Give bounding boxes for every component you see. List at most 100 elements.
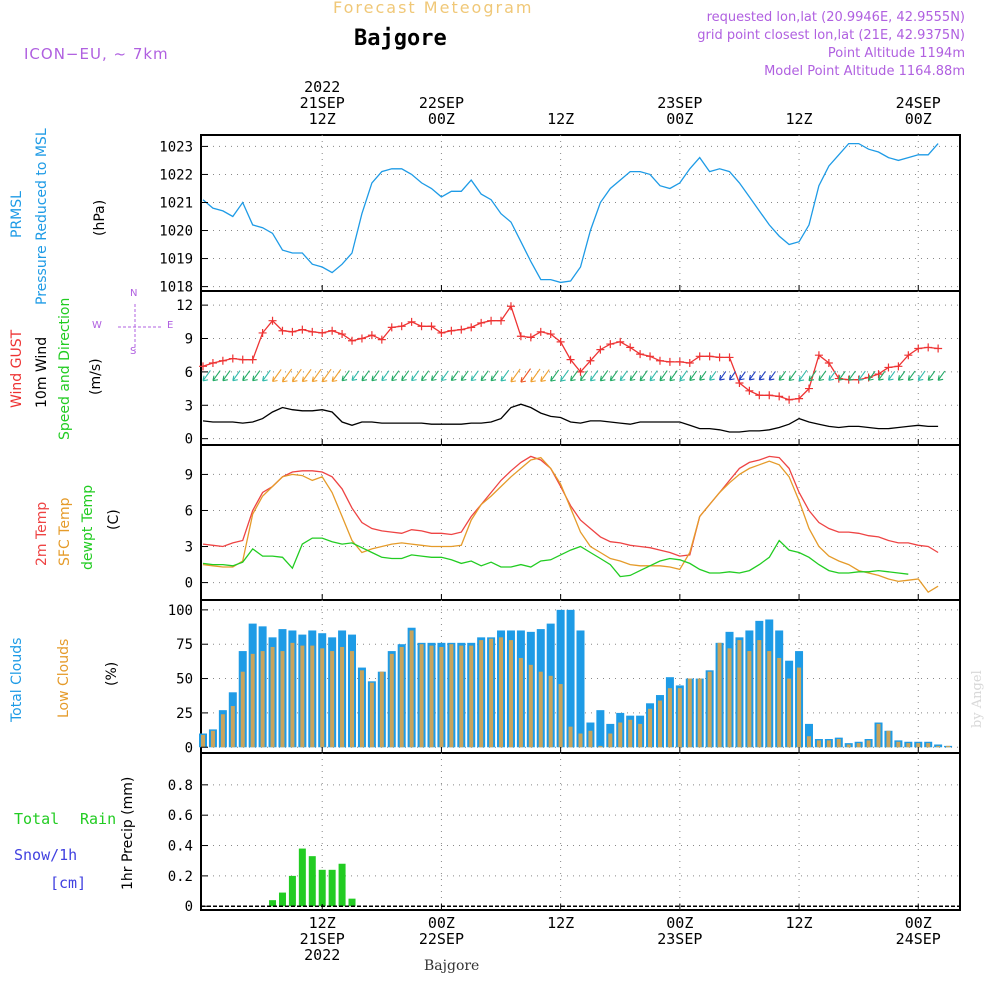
cloud-low-bar	[936, 745, 941, 748]
precip-rain-bar	[328, 869, 336, 907]
gust-point	[377, 335, 386, 344]
gust-point	[506, 302, 515, 311]
cloud-low-bar	[369, 682, 374, 748]
gust-point	[586, 356, 595, 365]
precip-label-total: Total	[14, 810, 60, 828]
cloud-low-bar	[906, 743, 911, 748]
cloud-low-bar	[340, 646, 345, 748]
cloud-low-bar	[270, 646, 275, 748]
point-altitude: Point Altitude 1194m	[827, 46, 965, 61]
compass-east: E	[167, 320, 174, 331]
gust-point	[199, 362, 207, 371]
watermark: by Angel	[970, 670, 985, 728]
clouds-ytick-label: 75	[176, 637, 193, 653]
bottom-time-label: 23SEP	[657, 930, 703, 948]
cloud-low-bar	[866, 740, 871, 748]
gust-point	[328, 326, 337, 335]
gust-point	[288, 327, 297, 336]
wind-arrow	[291, 368, 302, 383]
pressure-ytick-label: 1018	[159, 280, 193, 296]
gust-point	[516, 332, 525, 341]
wind-arrow	[411, 370, 420, 382]
gust-point	[904, 351, 913, 360]
bottom-time-label: 12Z	[308, 914, 336, 932]
gust-point	[804, 384, 813, 393]
pressure-ytick-label: 1021	[159, 195, 193, 211]
wind-arrow	[877, 370, 886, 381]
wind-arrow	[550, 369, 560, 382]
pressure-line	[202, 142, 939, 284]
precip-ytick-label: 0	[185, 899, 193, 915]
gust-point	[606, 340, 615, 349]
cloud-low-bar	[806, 736, 811, 748]
cloud-low-bar	[300, 645, 305, 748]
gust-point	[596, 345, 605, 354]
cloud-low-bar	[896, 741, 901, 748]
precip-frame	[200, 752, 961, 911]
cloud-low-bar	[459, 645, 464, 748]
wind-arrow	[440, 370, 449, 382]
cloud-low-bar	[250, 653, 255, 748]
gust-point	[715, 353, 724, 362]
wind-arrow	[858, 370, 866, 381]
precip-label-cm: [cm]	[50, 874, 87, 892]
wind-arrow	[738, 371, 746, 381]
wind-arrow	[271, 369, 282, 383]
wind-arrow	[818, 370, 827, 382]
wind-arrow	[907, 370, 916, 381]
precip-ytick-label: 0.8	[168, 778, 193, 794]
wind-speed-line	[202, 403, 939, 433]
wind-arrow	[579, 370, 589, 382]
gust-point	[655, 356, 664, 365]
temp-label-2m: 2m Temp	[34, 501, 50, 566]
wind-arrow	[659, 370, 668, 382]
bottom-time-label: 22SEP	[418, 930, 464, 948]
bottom-time-label: 24SEP	[895, 930, 941, 948]
gust-point	[685, 358, 694, 367]
bottom-time-label: 00Z	[666, 914, 694, 932]
gust-point	[298, 325, 307, 334]
wind-arrow	[212, 370, 221, 382]
gust-point	[437, 328, 446, 337]
cloud-low-bar	[518, 657, 523, 748]
bottom-time-label: 00Z	[427, 914, 455, 932]
top-time-label: 21SEP	[299, 94, 345, 112]
top-time-label: 00Z	[904, 110, 932, 128]
wind-label-speed-dir: Speed and Direction	[57, 297, 73, 440]
cloud-low-bar	[439, 646, 444, 748]
gust-point	[795, 394, 804, 403]
wind-arrow	[709, 370, 717, 381]
cloud-low-bar	[628, 719, 633, 748]
gust-point	[934, 344, 943, 353]
precip-rain-bar	[338, 863, 346, 907]
wind-arrow	[937, 370, 946, 381]
clouds-ytick-label: 0	[185, 740, 193, 756]
precip-unit: 1hr Precip (mm)	[120, 776, 136, 890]
gust-point	[348, 336, 357, 345]
gust-point	[487, 316, 496, 325]
cloud-low-bar	[489, 638, 494, 748]
gust-point	[566, 355, 575, 364]
wind-arrow	[460, 370, 469, 382]
gust-point	[626, 343, 635, 352]
wind-arrow	[341, 370, 350, 382]
cloud-low-bar	[757, 640, 762, 748]
wind-arrow	[699, 370, 707, 381]
gust-point	[248, 355, 257, 364]
wind-arrow	[917, 370, 926, 381]
gust-point	[258, 328, 267, 337]
gust-point	[447, 326, 456, 335]
gust-point	[775, 392, 784, 401]
cloud-low-bar	[717, 642, 722, 748]
precip-ytick-label: 0.4	[168, 839, 193, 855]
wind-arrow	[868, 370, 876, 381]
wind-label-10m: 10m Wind	[34, 336, 50, 408]
top-time-label: 2022	[304, 78, 341, 96]
wind-arrow	[768, 371, 776, 381]
wind-arrow	[371, 370, 380, 382]
cloud-low-bar	[687, 678, 692, 748]
axis-ticks: 1018 1019 1020 1021 1022 1023 0 3 6 9 12 0 3 6 9 0 25 50 7…	[159, 139, 919, 915]
panel-frames	[118, 134, 961, 911]
cloud-low-bar	[409, 630, 414, 748]
pressure-label-prmsl: PRMSL	[9, 191, 25, 238]
